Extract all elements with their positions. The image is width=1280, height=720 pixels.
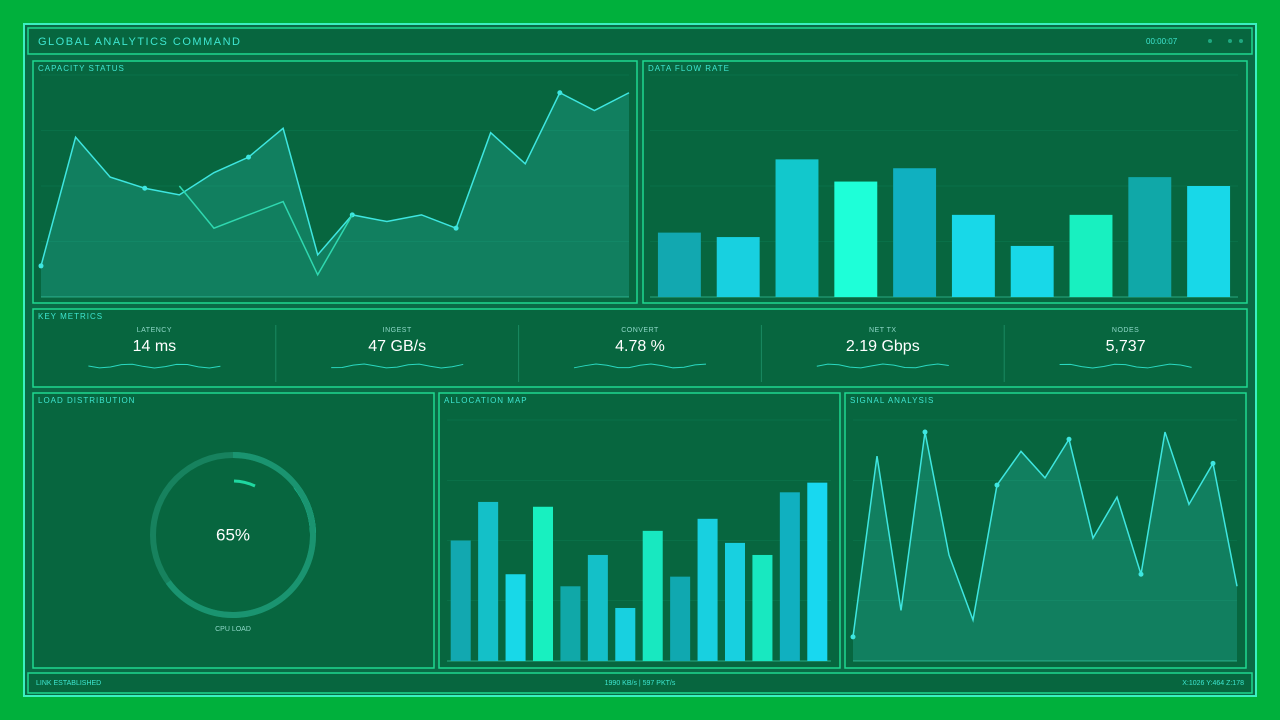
point — [1210, 460, 1216, 466]
header-bar — [27, 27, 1253, 55]
bar — [615, 607, 636, 661]
bar — [752, 554, 773, 661]
line — [852, 431, 1238, 637]
metric-value: 2.19 Gbps — [846, 338, 920, 355]
metric-value: 5,737 — [1106, 338, 1146, 355]
metric-label: CONVERT — [621, 327, 659, 334]
line — [178, 185, 353, 277]
footer-bar — [27, 672, 1253, 694]
dot — [1208, 39, 1212, 43]
clock: 00:00:07 — [1146, 37, 1178, 46]
point — [557, 90, 563, 96]
panel-title: ALLOCATION MAP — [444, 396, 528, 405]
bar — [893, 168, 937, 297]
bar — [1010, 245, 1054, 297]
footer-left: LINK ESTABLISHED — [36, 680, 101, 687]
bar — [1069, 214, 1113, 297]
gauge-caption: CPU LOAD — [215, 626, 251, 633]
bar — [697, 518, 718, 661]
panel-title: DATA FLOW RATE — [648, 64, 730, 73]
panel-title: KEY METRICS — [38, 312, 103, 321]
bar — [716, 237, 760, 297]
sparkline — [816, 363, 949, 369]
area — [41, 92, 629, 297]
area — [853, 432, 1237, 661]
sparkline — [331, 363, 464, 369]
sparkline — [573, 363, 707, 369]
point — [142, 185, 148, 191]
bar — [532, 506, 554, 661]
bar — [560, 586, 581, 661]
metric-label: NET TX — [869, 327, 897, 334]
panel-title: CAPACITY STATUS — [38, 64, 125, 73]
point — [38, 263, 44, 269]
metric-value: 47 GB/s — [368, 338, 426, 355]
bar — [807, 482, 828, 661]
panel-title: LOAD DISTRIBUTION — [38, 396, 135, 405]
dot — [1228, 39, 1232, 43]
panel — [32, 308, 1248, 388]
point — [453, 225, 459, 231]
panel — [32, 60, 638, 304]
panel — [32, 392, 435, 669]
bar — [670, 576, 691, 661]
point — [922, 429, 928, 435]
line — [40, 91, 630, 267]
footer-right: X:1026 Y:464 Z:178 — [1182, 680, 1244, 687]
bar — [724, 542, 746, 661]
metric-value: 4.78 % — [615, 338, 665, 355]
bar — [1128, 177, 1172, 297]
bar — [450, 540, 471, 661]
gauge-label: 65% — [216, 525, 250, 544]
gauge-value — [165, 452, 316, 618]
metric-label: NODES — [1112, 327, 1139, 334]
point — [1138, 571, 1144, 577]
point — [850, 634, 856, 640]
metric-value: 14 ms — [133, 338, 177, 355]
metric-label: INGEST — [383, 327, 412, 334]
panel-title: SIGNAL ANALYSIS — [850, 396, 934, 405]
sparkline — [88, 363, 221, 369]
bar — [951, 214, 995, 297]
bar — [775, 159, 819, 297]
title: GLOBAL ANALYTICS COMMAND — [38, 36, 241, 48]
bar — [657, 232, 701, 297]
bar — [587, 554, 608, 661]
point — [1066, 436, 1072, 442]
point — [246, 154, 252, 160]
bar — [779, 492, 800, 661]
footer-center: 1990 KB/s | 597 PKT/s — [605, 680, 676, 687]
bar — [478, 501, 499, 661]
bar — [1187, 186, 1231, 297]
sparkline — [1059, 363, 1192, 369]
bar — [834, 181, 878, 297]
bar — [505, 574, 526, 661]
dot — [1239, 39, 1243, 43]
bar — [642, 530, 663, 661]
gauge-inner — [233, 479, 256, 488]
point — [994, 482, 1000, 488]
metric-label: LATENCY — [137, 327, 172, 334]
